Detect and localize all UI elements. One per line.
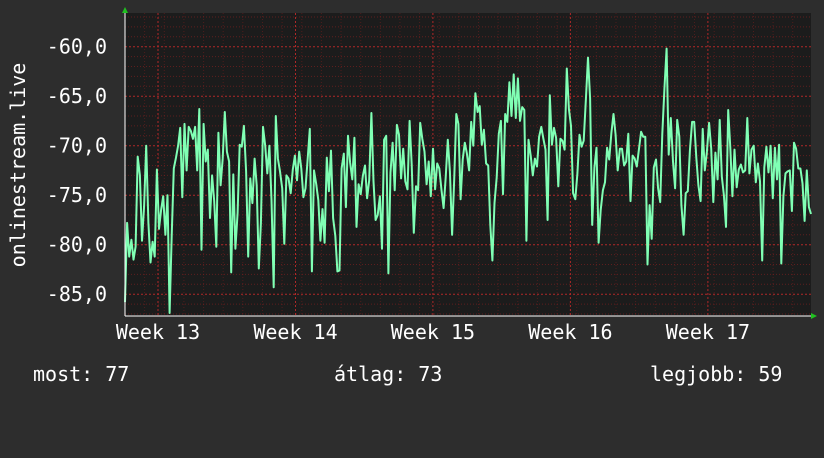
y-tick-label: -70,0 bbox=[47, 134, 107, 158]
y-axis-label: onlinestream.live bbox=[6, 63, 30, 268]
y-tick-label: -65,0 bbox=[47, 84, 107, 108]
y-tick-label: -60,0 bbox=[47, 35, 107, 59]
y-tick-label: -80,0 bbox=[47, 233, 107, 257]
y-axis-tick-labels: -60,0 -65,0 -70,0 -75,0 -80,0 -85,0 bbox=[47, 35, 107, 307]
y-axis-arrow-icon bbox=[122, 7, 128, 13]
x-tick-label: Week 14 bbox=[253, 320, 337, 344]
stat-average: átlag: 73 bbox=[334, 362, 443, 386]
x-tick-label: Week 16 bbox=[528, 320, 612, 344]
stat-best: legjobb: 59 bbox=[650, 362, 783, 386]
x-tick-label: Week 15 bbox=[391, 320, 475, 344]
y-tick-label: -85,0 bbox=[47, 282, 107, 306]
grid-major bbox=[125, 13, 811, 316]
y-tick-label: -75,0 bbox=[47, 183, 107, 207]
stats-bar: most: 77 átlag: 73 legjobb: 59 bbox=[0, 362, 824, 388]
signal-chart: -60,0-65,0-70,0-75,0-80,0-85,0 Week 13 We… bbox=[6, 7, 817, 344]
x-tick-label: Week 17 bbox=[666, 320, 750, 344]
stat-current: most: 77 bbox=[33, 362, 130, 386]
x-axis-tick-labels: Week 13 Week 14 Week 15 Week 16 Week 17 bbox=[116, 320, 750, 344]
series-line bbox=[124, 47, 812, 314]
x-tick-label: Week 13 bbox=[116, 320, 200, 344]
x-axis-arrow-icon bbox=[811, 313, 817, 319]
